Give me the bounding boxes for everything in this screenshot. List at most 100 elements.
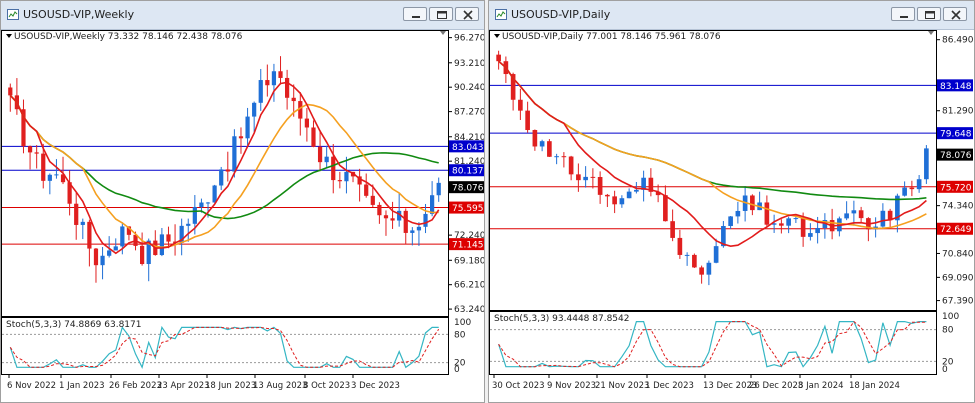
stoch-main-line [9,325,439,370]
candle-body [403,210,408,233]
date-axis-label: 9 Nov 2023 [547,381,596,391]
candle-body [397,210,402,221]
candle-body [60,174,66,183]
collapse-arrow-icon[interactable] [494,34,500,38]
date-axis-label: 6 Nov 2022 [7,381,56,391]
close-button[interactable] [455,7,479,21]
price-axis-label: 87.270 [454,108,484,118]
candle-body [304,118,309,128]
level-price-label: 75.720 [940,183,972,193]
close-icon [463,10,473,20]
stoch-indicator-label: Stoch(5,3,3) 93.4448 87.8542 [494,314,629,324]
candle-body [166,234,171,242]
candle-body [655,191,661,196]
candle-body [706,262,712,275]
candle-body [232,136,237,172]
candle-body [311,127,316,147]
close-button[interactable] [943,7,967,21]
stoch-plot-frame [489,311,937,375]
level-price-label: 79.648 [940,130,972,140]
date-axis-label: 1 Jan 2023 [59,381,105,391]
restore-icon [925,11,935,19]
candle-body [285,77,290,98]
level-price-tag [937,180,973,193]
date-axis-label: 26 Feb 2023 [109,381,162,391]
title-bar[interactable]: USOUSD-VIP,Weekly [1,1,484,30]
candle-body [590,176,596,178]
price-axis-label: 67.390 [942,297,974,307]
candle-body [713,246,719,263]
date-axis-label: 3 Dec 2023 [351,381,400,391]
price-axis-label: 81.240 [454,157,484,167]
weekly-chart-window[interactable]: USOUSD-VIP,Weekly 96.270 93.210 90.240 87.2… [0,0,485,403]
candle-body [107,250,112,256]
level-price-label: 71.145 [452,241,484,251]
fast-ma-line [498,60,927,248]
current-price-tag [449,181,484,194]
candle-body [684,254,690,256]
candle-body [597,177,603,195]
candle-body [851,210,857,214]
candle-body [909,187,915,190]
candle-body [880,210,886,227]
window-title: USOUSD-VIP,Daily [511,8,611,21]
candle-body [670,221,675,238]
date-axis-label: 13 Aug 2023 [253,381,307,391]
close-icon [951,10,961,20]
candle-body [916,179,922,190]
candle-body [887,210,893,221]
candle-body [735,210,741,217]
candle-body [822,220,828,228]
title-bar[interactable]: USOUSD-VIP,Daily [489,1,974,30]
symbol-info: USOUSD-VIP,Daily 77.001 78.146 75.961 78… [502,32,721,42]
level-price-label: 75.595 [452,204,484,214]
candle-body [199,202,204,208]
candle-body [605,194,610,197]
main-plot-frame [489,30,937,311]
minimize-button[interactable] [403,7,427,21]
candle-body [186,223,191,226]
candle-body [532,130,538,147]
restore-button[interactable] [429,7,453,21]
candle-body [252,102,257,117]
chart-shift-icon[interactable] [440,31,446,35]
candle-body [238,136,244,139]
chart-window-icon [7,9,19,20]
price-axis-label: 69.090 [942,273,974,283]
weekly-chart-canvas[interactable]: 96.270 93.210 90.240 87.270 84.210 81.240 72.2… [1,30,484,402]
stoch-axis-label: 100 [942,312,959,322]
daily-chart-canvas[interactable]: 86.490 81.290 74.340 70.840 69.090 67.390 83.1… [489,30,974,402]
price-axis-label: 63.240 [454,305,484,315]
minimize-icon [412,16,420,18]
candle-body [924,148,929,180]
date-axis-label: 30 Oct 2023 [492,381,545,391]
mid-ma-line [498,60,927,230]
candle-body [27,146,33,153]
collapse-arrow-icon[interactable] [6,34,12,38]
level-price-label: 83.148 [940,82,972,92]
candle-body [423,213,428,227]
candle-body [41,153,46,181]
level-price-tag [937,79,973,92]
level-price-tag [449,164,484,177]
candle-body [54,174,59,176]
candle-body [648,177,654,192]
candle-body [764,202,770,225]
candle-body [583,176,588,181]
date-axis-label: 13 Dec 2023 [703,381,757,391]
minimize-button[interactable] [891,7,915,21]
main-plot-frame [1,30,449,317]
candle-body [641,177,646,190]
candle-body [430,195,435,214]
candle-body [74,203,79,225]
candle-body [278,71,283,78]
stoch-axis-label: 80 [942,326,954,336]
candle-body [225,169,230,172]
chart-shift-icon[interactable] [928,31,934,35]
chart-background [489,30,974,402]
restore-button[interactable] [917,7,941,21]
candle-body [634,189,639,192]
daily-chart-window[interactable]: USOUSD-VIP,Daily 86.490 81.290 74.340 70.84… [488,0,975,403]
candle-body [786,218,791,226]
stoch-signal-line [9,326,440,368]
